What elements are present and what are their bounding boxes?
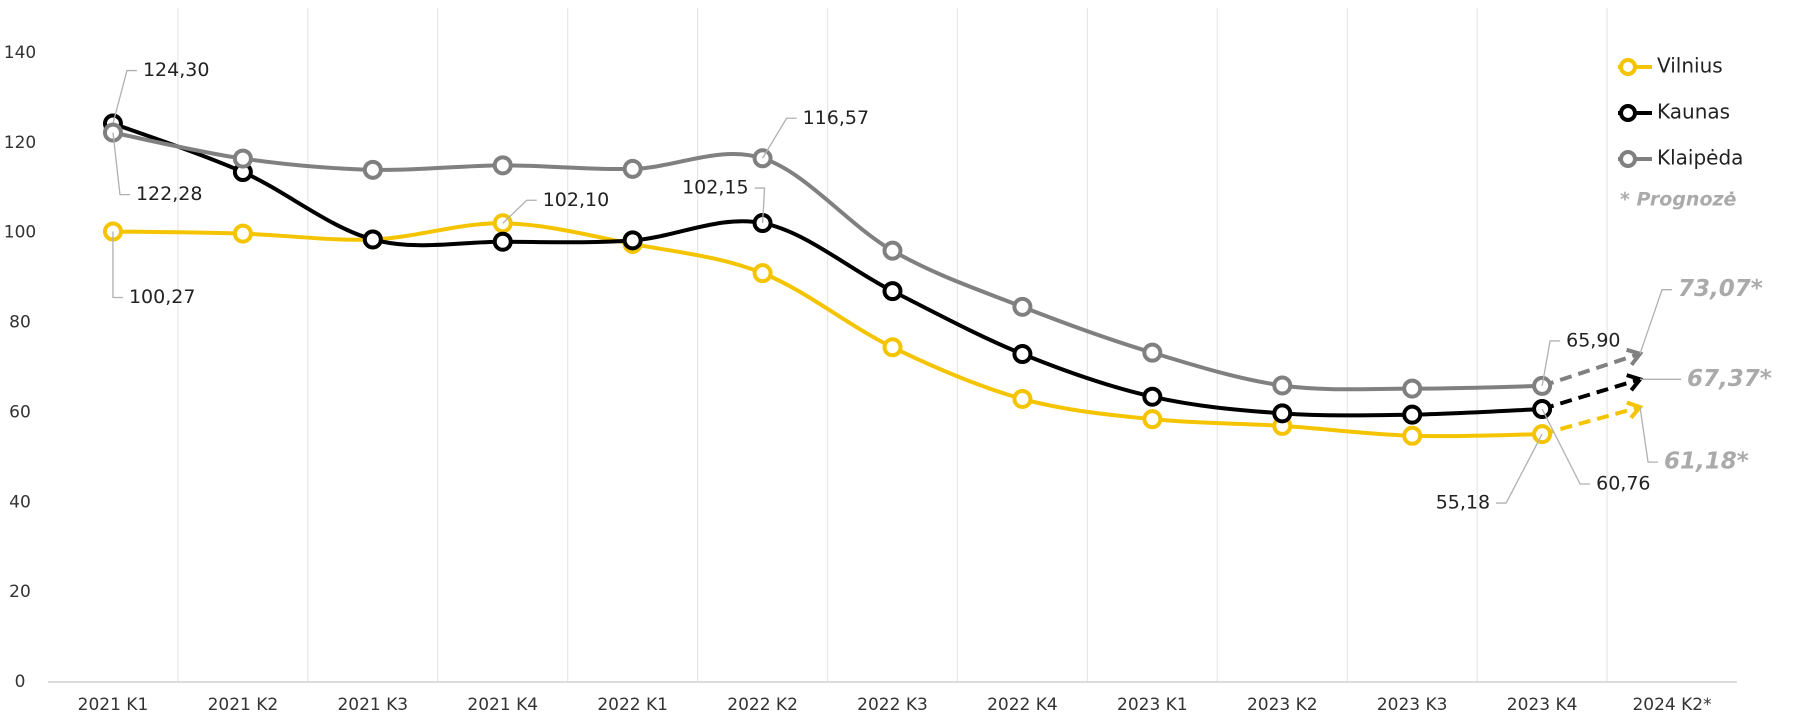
- forecast-arrow: [1626, 400, 1644, 420]
- value-label: 100,27: [129, 286, 195, 308]
- x-tick-label: 2022 K3: [857, 695, 928, 715]
- value-label: 102,15: [682, 177, 748, 199]
- x-tick-label: 2022 K4: [987, 695, 1058, 715]
- legend-label: Vilnius: [1657, 54, 1723, 78]
- leader-line: [502, 199, 537, 224]
- leader-line: [1541, 408, 1591, 485]
- marker: [1142, 342, 1163, 363]
- marker: [492, 155, 513, 176]
- y-tick-label: 80: [9, 313, 31, 333]
- y-tick-label: 20: [9, 582, 31, 602]
- marker: [752, 263, 773, 284]
- value-label: 73,07*: [1678, 276, 1763, 302]
- forecast-line: [1541, 351, 1641, 388]
- y-tick-label: 0: [15, 672, 26, 692]
- annotation: * Prognozė: [1620, 189, 1737, 211]
- marker: [1012, 344, 1033, 365]
- leader-line: [762, 117, 797, 159]
- leader-line: [112, 69, 137, 124]
- forecast-arrow: [1626, 373, 1644, 392]
- marker: [362, 229, 383, 250]
- x-tick-label: 2022 K2: [727, 695, 798, 715]
- value-label: 124,30: [143, 59, 209, 81]
- marker: [622, 230, 643, 251]
- marker: [882, 281, 903, 302]
- x-tick-label: 2024 K2*: [1632, 695, 1711, 715]
- leader-line: [112, 231, 123, 299]
- marker: [1012, 296, 1033, 317]
- leader-line: [112, 132, 130, 196]
- marker: [1402, 404, 1423, 425]
- marker: [622, 158, 643, 179]
- x-tick-label: 2021 K2: [208, 695, 279, 715]
- value-label: 67,37*: [1687, 366, 1772, 392]
- value-label: 61,18*: [1664, 449, 1749, 475]
- marker: [882, 240, 903, 261]
- x-tick-label: 2022 K1: [597, 695, 668, 715]
- legend-marker: [1619, 104, 1637, 122]
- x-tick-label: 2023 K3: [1377, 695, 1448, 715]
- marker: [1142, 386, 1163, 407]
- marker: [1142, 409, 1163, 430]
- leader-line: [1639, 289, 1673, 354]
- x-tick-label: 2021 K1: [78, 695, 149, 715]
- x-tick-label: 2023 K1: [1117, 695, 1188, 715]
- value-label: 60,76: [1596, 473, 1650, 495]
- leader-line: [1496, 433, 1543, 504]
- marker: [882, 337, 903, 358]
- y-tick-label: 100: [4, 223, 36, 243]
- line: [112, 221, 1543, 439]
- legend-label: Kaunas: [1657, 100, 1730, 124]
- y-tick-label: 140: [4, 43, 36, 63]
- leader-line: [754, 187, 766, 224]
- value-label: 55,18: [1436, 492, 1490, 514]
- value-label: 65,90: [1566, 329, 1620, 351]
- x-tick-label: 2023 K2: [1247, 695, 1318, 715]
- value-label: 116,57: [803, 107, 869, 129]
- y-tick-label: 120: [4, 133, 36, 153]
- marker: [1402, 378, 1423, 399]
- value-label: 122,28: [136, 183, 202, 205]
- x-tick-label: 2021 K3: [337, 695, 408, 715]
- x-tick-label: 2023 K4: [1507, 695, 1578, 715]
- legend-marker: [1619, 58, 1637, 76]
- legend-marker: [1619, 150, 1637, 168]
- leader-line: [1541, 340, 1561, 387]
- marker: [1402, 425, 1423, 446]
- line: [112, 130, 1543, 392]
- forecast-line: [1541, 377, 1641, 411]
- marker: [492, 231, 513, 252]
- marker: [232, 223, 253, 244]
- marker: [1272, 403, 1293, 424]
- value-label: 102,10: [543, 189, 609, 211]
- legend-label: Klaipėda: [1657, 146, 1743, 170]
- x-tick-label: 2021 K4: [467, 695, 538, 715]
- marker: [362, 159, 383, 180]
- y-tick-label: 40: [9, 492, 31, 512]
- marker: [1272, 375, 1293, 396]
- marker: [1012, 388, 1033, 409]
- forecast-line: [1541, 405, 1641, 437]
- marker: [232, 148, 253, 169]
- leader-line: [1639, 407, 1659, 463]
- y-tick-label: 60: [9, 402, 31, 422]
